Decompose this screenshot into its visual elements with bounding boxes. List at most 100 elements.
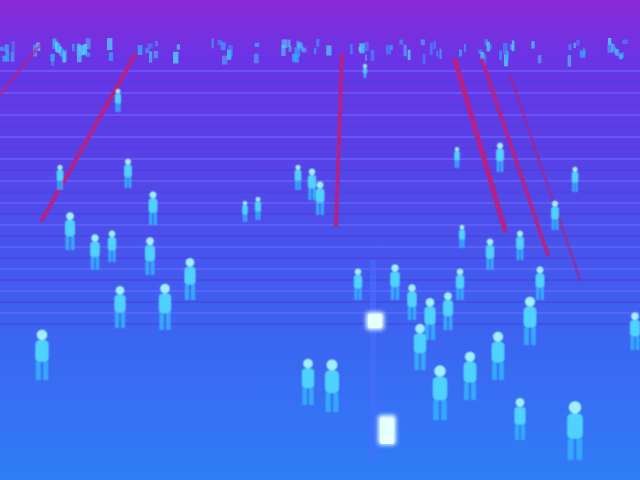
lamp-post-icon <box>366 260 396 460</box>
crowd-speck <box>155 41 158 47</box>
person-icon <box>485 238 495 270</box>
stair-step <box>0 180 640 182</box>
person-icon <box>424 298 436 340</box>
crowd-speck <box>4 44 9 52</box>
stair-step <box>0 114 640 116</box>
crowd-speck <box>505 50 509 60</box>
crowd-speck <box>288 45 292 52</box>
person-icon <box>491 331 505 380</box>
crowd-speck <box>79 45 85 55</box>
crowd-speck <box>390 44 393 50</box>
stair-step <box>0 323 640 325</box>
crowd-speck <box>385 45 391 55</box>
crowd-speck <box>149 51 153 63</box>
crowd-speck <box>484 39 489 46</box>
person-icon <box>432 365 448 420</box>
crowd-speck <box>607 43 613 53</box>
person-icon <box>325 359 339 412</box>
stair-step <box>0 158 640 160</box>
person-icon <box>463 351 477 400</box>
person-icon <box>567 401 583 460</box>
person-icon <box>301 358 315 405</box>
person-icon <box>35 329 49 380</box>
crowd-speck <box>53 39 56 46</box>
person-icon <box>413 323 427 370</box>
person-icon <box>407 284 417 320</box>
crowd-speck <box>364 54 367 61</box>
person-icon <box>242 201 248 222</box>
crowd-speck <box>326 45 332 56</box>
crowd-speck <box>211 38 214 49</box>
crowd-speck <box>370 49 375 61</box>
crowd-speck <box>288 39 291 47</box>
crowd-speck <box>463 43 466 52</box>
crowd-speck <box>482 54 487 66</box>
person-icon <box>148 191 158 225</box>
crowd-speck <box>5 51 10 62</box>
person-icon <box>523 296 537 345</box>
stair-step <box>0 169 640 171</box>
person-icon <box>551 200 559 230</box>
crowd-speck <box>486 41 490 52</box>
person-icon <box>254 196 262 220</box>
stair-step <box>0 312 640 314</box>
crowd-speck <box>567 55 572 67</box>
crowd-speck <box>511 40 515 52</box>
stair-step <box>0 213 640 215</box>
person-icon <box>454 147 460 168</box>
stair-step <box>0 70 640 72</box>
person-icon <box>514 398 526 440</box>
crowd-speck <box>254 42 260 47</box>
crowd-speck <box>499 50 502 61</box>
crowd-speck <box>614 47 617 55</box>
crowd-speck <box>608 38 612 45</box>
stair-step <box>0 224 640 226</box>
crowd-speck <box>11 41 15 54</box>
crowd-speck <box>350 43 353 55</box>
crowd-speck <box>407 49 411 61</box>
person-icon <box>496 142 504 172</box>
crowd-speck <box>403 44 407 57</box>
crowd-speck <box>107 38 113 51</box>
stair-step <box>0 103 640 105</box>
stair-step <box>0 92 640 94</box>
crowd-speck <box>83 43 88 54</box>
crowd-speck <box>85 38 91 50</box>
crowd-speck <box>60 48 64 57</box>
crowd-speck <box>220 42 226 51</box>
crowd-speck <box>51 54 54 66</box>
crowd-speck <box>228 45 233 57</box>
crowd-speck <box>145 48 150 54</box>
crowd-speck <box>399 39 403 45</box>
person-icon <box>90 234 100 270</box>
crowd-speck <box>281 39 288 48</box>
crowd-speck <box>0 46 4 51</box>
crowd-speck <box>478 49 483 54</box>
crowd-speck <box>253 53 259 64</box>
person-icon <box>629 312 640 350</box>
crowd-speck <box>173 51 179 64</box>
stair-steps <box>0 70 640 325</box>
person-icon <box>516 230 524 260</box>
railing-icon <box>40 53 137 222</box>
crowd-speck <box>294 47 301 57</box>
stair-step <box>0 268 640 270</box>
crowd-speck <box>10 52 15 62</box>
person-icon <box>571 166 579 192</box>
crowd-speck <box>294 53 298 62</box>
person-icon <box>294 164 302 190</box>
person-icon <box>455 268 465 300</box>
crowd-speck <box>576 39 580 46</box>
railing-icon <box>0 43 42 97</box>
person-icon <box>315 181 325 215</box>
railing-icon <box>508 73 582 282</box>
crowd-speck <box>502 43 508 55</box>
stair-step <box>0 202 640 204</box>
crowd-speck <box>582 47 586 56</box>
crowd-speck <box>147 43 153 49</box>
crowd-speck <box>622 39 628 44</box>
crowd-speck <box>222 55 228 65</box>
crowd-speck <box>503 54 509 67</box>
crowd-speck <box>137 45 143 55</box>
stair-step <box>0 290 640 292</box>
